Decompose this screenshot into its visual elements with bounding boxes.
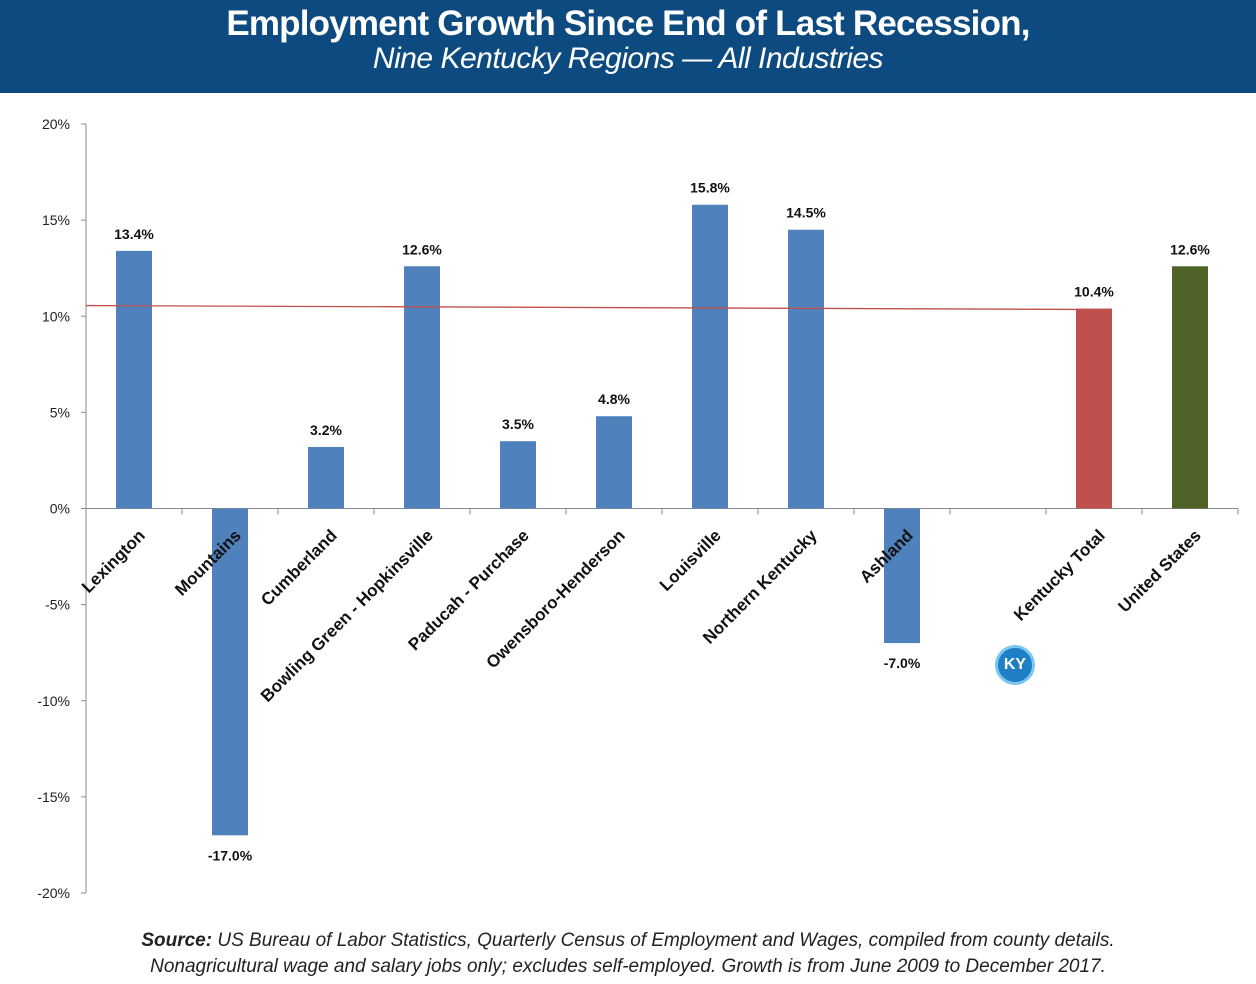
data-label: 3.2% xyxy=(310,422,342,438)
source-label: Source: xyxy=(141,930,213,951)
bar-chart: 20% 15% 10% 5% 0% -5% -10% -15% -20% 13.4% Lexing… xyxy=(37,116,1239,901)
note-line: Nonagricultural wage and salary jobs onl… xyxy=(150,956,1106,977)
y-tick-label: 10% xyxy=(42,308,70,324)
kentucky-average-line xyxy=(85,304,1113,311)
data-label: 13.4% xyxy=(114,226,154,242)
data-label: -7.0% xyxy=(884,655,921,671)
y-tick-label: 15% xyxy=(42,212,70,228)
data-label: 12.6% xyxy=(1170,241,1210,257)
badge-text: KY xyxy=(1003,656,1027,673)
category-label: Lexington xyxy=(78,526,149,597)
y-tick-label: 0% xyxy=(50,501,70,517)
bar-ashland xyxy=(884,508,920,644)
category-label: Kentucky Total xyxy=(1010,526,1109,625)
reference-line xyxy=(85,304,1113,311)
chart-axes: 20% 15% 10% 5% 0% -5% -10% -15% -20% xyxy=(37,116,1239,901)
data-label: 15.8% xyxy=(690,180,730,196)
bar-kentucky-total xyxy=(1076,308,1112,509)
y-tick-label: -10% xyxy=(37,693,70,709)
category-label: Cumberland xyxy=(257,526,341,610)
bar-owensboro-henderson xyxy=(596,416,632,509)
bar-mountains xyxy=(212,508,248,836)
y-tick-label: -15% xyxy=(37,789,70,805)
data-label: 4.8% xyxy=(598,391,630,407)
bar-paducah-purchase xyxy=(500,441,536,509)
y-tick-label: 5% xyxy=(50,404,70,420)
bar-cumberland xyxy=(308,446,344,509)
source-line: Source: US Bureau of Labor Statistics, Q… xyxy=(0,928,1256,954)
category-label: Bowling Green - Hopkinsville xyxy=(257,526,437,706)
bar-united-states xyxy=(1172,266,1208,509)
chart-subtitle: Nine Kentucky Regions — All Industries xyxy=(372,42,884,75)
y-tick-label: -20% xyxy=(37,885,70,901)
chart-footer: Source: US Bureau of Labor Statistics, Q… xyxy=(0,928,1256,980)
category-label: Louisville xyxy=(656,526,725,595)
data-label: 10.4% xyxy=(1074,284,1114,300)
y-tick-label: 20% xyxy=(42,116,70,132)
data-label: -17.0% xyxy=(208,847,253,863)
data-label: 14.5% xyxy=(786,205,826,221)
data-label: 3.5% xyxy=(502,416,534,432)
data-label: 12.6% xyxy=(402,241,442,257)
chart-title: Employment Growth Since End of Last Rece… xyxy=(226,4,1030,43)
category-label: United States xyxy=(1115,526,1205,616)
bar-northern-kentucky xyxy=(788,229,824,509)
y-tick-label: -5% xyxy=(45,597,70,613)
bar-bowling-green-hopkinsville xyxy=(404,266,440,509)
chart-bars xyxy=(116,204,1208,836)
bar-louisville xyxy=(692,204,728,509)
chart-header: Employment Growth Since End of Last Rece… xyxy=(0,0,1256,93)
bar-lexington xyxy=(116,250,152,509)
kentucky-logo-icon: KY xyxy=(995,645,1035,685)
source-text: US Bureau of Labor Statistics, Quarterly… xyxy=(212,930,1115,951)
